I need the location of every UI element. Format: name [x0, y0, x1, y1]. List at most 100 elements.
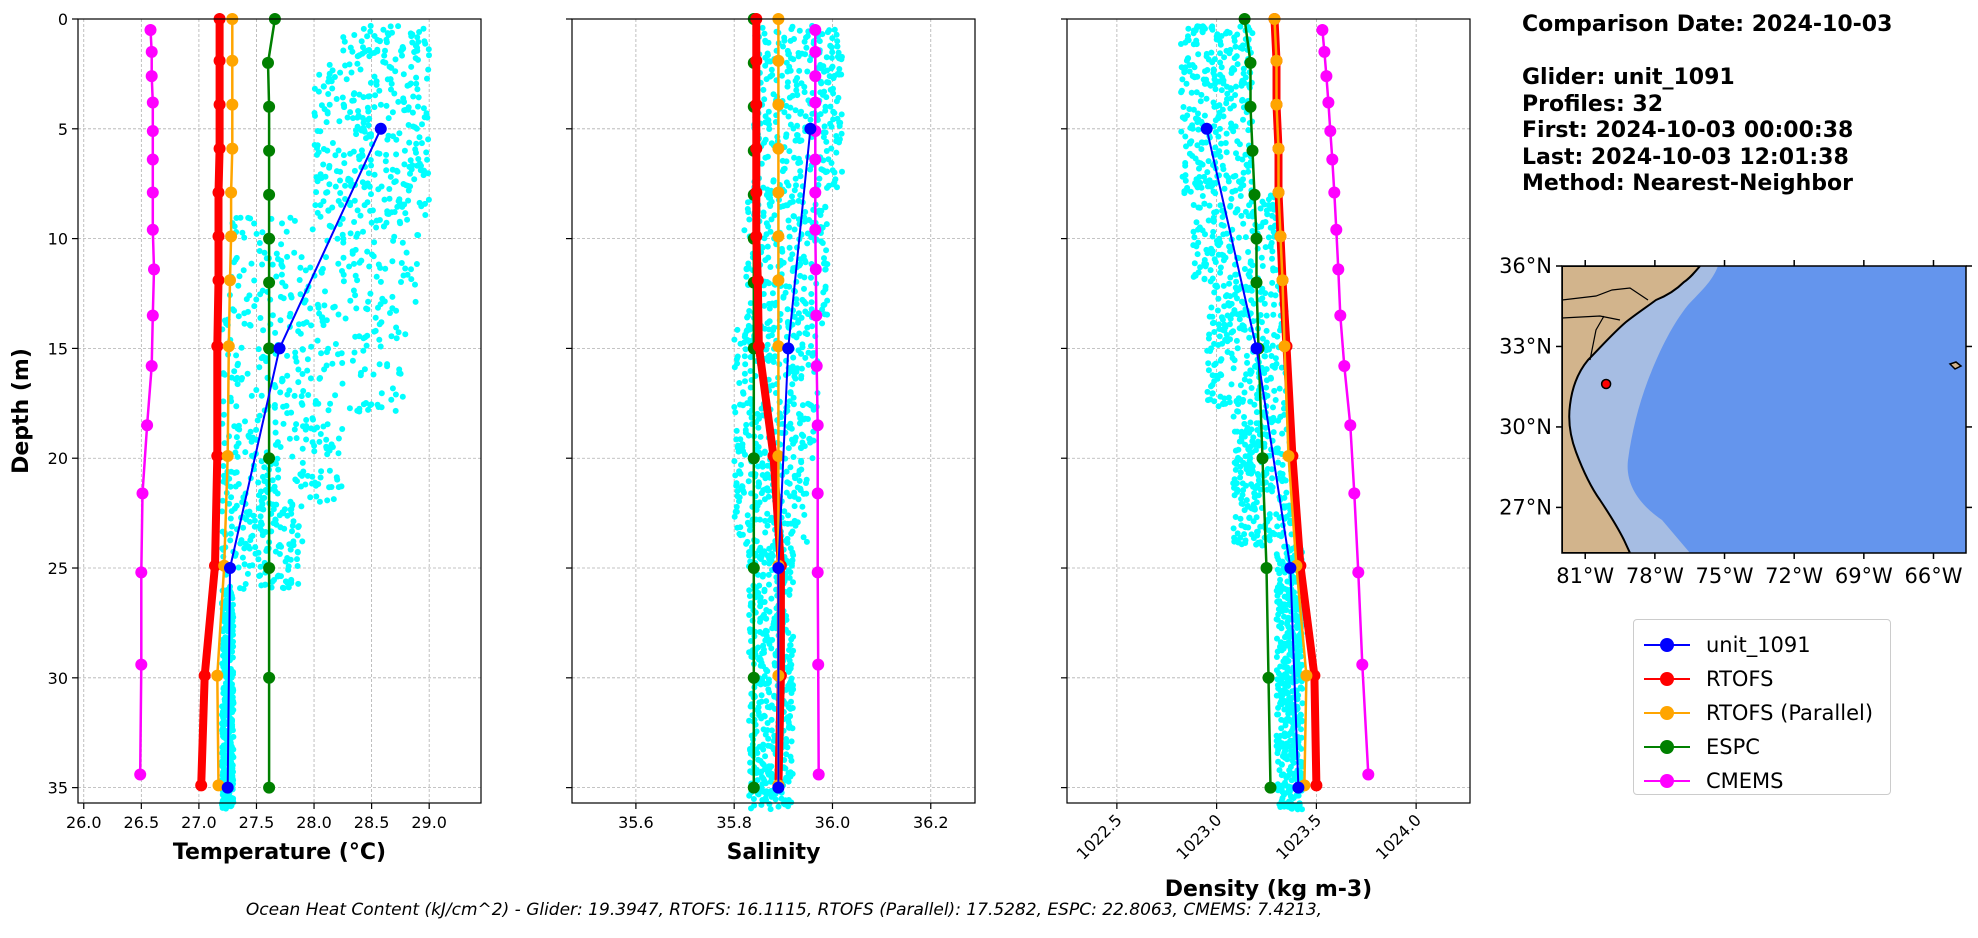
scatter-point	[341, 160, 348, 167]
scatter-point	[1211, 209, 1218, 216]
map-bermuda	[1948, 361, 1963, 370]
scatter-point	[226, 500, 233, 507]
scatter-point	[1219, 106, 1226, 113]
scatter-point	[275, 466, 282, 473]
scatter-point	[765, 686, 772, 693]
scatter-point	[412, 298, 419, 305]
scatter-point	[302, 426, 309, 433]
scatter-point	[342, 182, 349, 189]
series-marker-rtofs-parallel	[222, 340, 235, 353]
series-line-espc	[266, 18, 277, 788]
scatter-point	[1250, 501, 1257, 508]
scatter-point	[768, 66, 775, 73]
map-lat-label: 27°N	[1499, 495, 1552, 519]
scatter-point	[1225, 394, 1232, 401]
scatter-point	[356, 408, 363, 415]
x-tick-label: 35.6	[618, 813, 654, 832]
scatter-point	[340, 239, 347, 246]
scatter-point	[834, 115, 841, 122]
scatter-point	[389, 293, 396, 300]
scatter-point	[414, 44, 421, 51]
scatter-point	[326, 101, 333, 108]
scatter-point	[1237, 44, 1244, 51]
scatter-point	[308, 322, 315, 329]
scatter-point	[1241, 266, 1248, 272]
scatter-point	[1182, 39, 1189, 46]
scatter-point	[415, 94, 422, 101]
scatter-point	[791, 493, 798, 500]
scatter-point	[1227, 203, 1234, 210]
scatter-point	[1274, 523, 1281, 530]
scatter-point	[1285, 715, 1292, 722]
scatter-point	[788, 55, 794, 62]
map-lat-label: 36°N	[1499, 254, 1552, 278]
scatter-point	[1274, 635, 1280, 642]
scatter-point	[1273, 511, 1280, 518]
scatter-point	[1273, 616, 1280, 623]
scatter-point	[272, 384, 279, 391]
scatter-point	[383, 39, 390, 46]
series-marker-espc	[747, 452, 760, 465]
series-marker-rtofs-parallel	[1272, 186, 1285, 199]
scatter-point	[799, 402, 806, 409]
scatter-point	[280, 295, 287, 302]
scatter-point	[829, 49, 836, 56]
series-marker-rtofs	[750, 186, 763, 199]
scatter-point	[371, 73, 378, 80]
scatter-point	[339, 268, 345, 274]
scatter-point	[762, 517, 769, 524]
scatter-point	[737, 436, 744, 443]
scatter-point	[1275, 711, 1282, 718]
scatter-point	[822, 266, 829, 273]
scatter-point	[1273, 743, 1280, 749]
scatter-point	[1273, 587, 1280, 594]
scatter-point	[259, 261, 266, 268]
scatter-point	[243, 296, 250, 303]
scatter-point	[337, 168, 344, 175]
scatter-point	[746, 527, 753, 534]
scatter-point	[369, 207, 376, 214]
scatter-point	[786, 591, 793, 598]
scatter-point	[1255, 472, 1262, 479]
scatter-point	[733, 480, 740, 487]
scatter-point	[233, 443, 240, 450]
series-marker-cmems	[809, 45, 822, 58]
scatter-point	[335, 311, 342, 318]
scatter-point	[235, 564, 242, 571]
scatter-point	[1232, 92, 1239, 98]
scatter-point	[221, 371, 228, 378]
scatter-point	[367, 157, 374, 163]
scatter-point	[808, 291, 815, 297]
scatter-point	[764, 668, 771, 675]
scatter-point	[764, 52, 771, 59]
scatter-point	[790, 125, 797, 132]
scatter-point	[746, 216, 753, 223]
scatter-point	[371, 171, 378, 178]
scatter-point	[1245, 287, 1252, 293]
scatter-point	[1211, 378, 1218, 385]
scatter-point	[790, 579, 796, 586]
scatter-point	[1295, 692, 1302, 699]
series-marker-espc	[262, 56, 274, 69]
scatter-point	[764, 727, 771, 734]
scatter-point	[1190, 228, 1197, 235]
scatter-point	[759, 24, 766, 31]
scatter-point	[1187, 140, 1193, 147]
scatter-point	[1215, 295, 1222, 302]
scatter-point	[744, 538, 751, 545]
scatter-point	[836, 139, 842, 146]
scatter-point	[352, 292, 359, 299]
scatter-point	[359, 115, 366, 121]
x-tick-label: 36.2	[913, 813, 949, 832]
scatter-point	[801, 89, 808, 96]
scatter-point	[1296, 653, 1303, 660]
scatter-point	[797, 192, 804, 199]
scatter-point	[396, 196, 403, 203]
scatter-point	[1179, 114, 1186, 121]
scatter-point	[383, 167, 390, 174]
series-cmems	[1316, 24, 1375, 781]
scatter-point	[1257, 523, 1264, 530]
scatter-point	[235, 282, 242, 289]
series-marker-rtofs	[750, 98, 763, 111]
scatter-point	[338, 350, 345, 357]
